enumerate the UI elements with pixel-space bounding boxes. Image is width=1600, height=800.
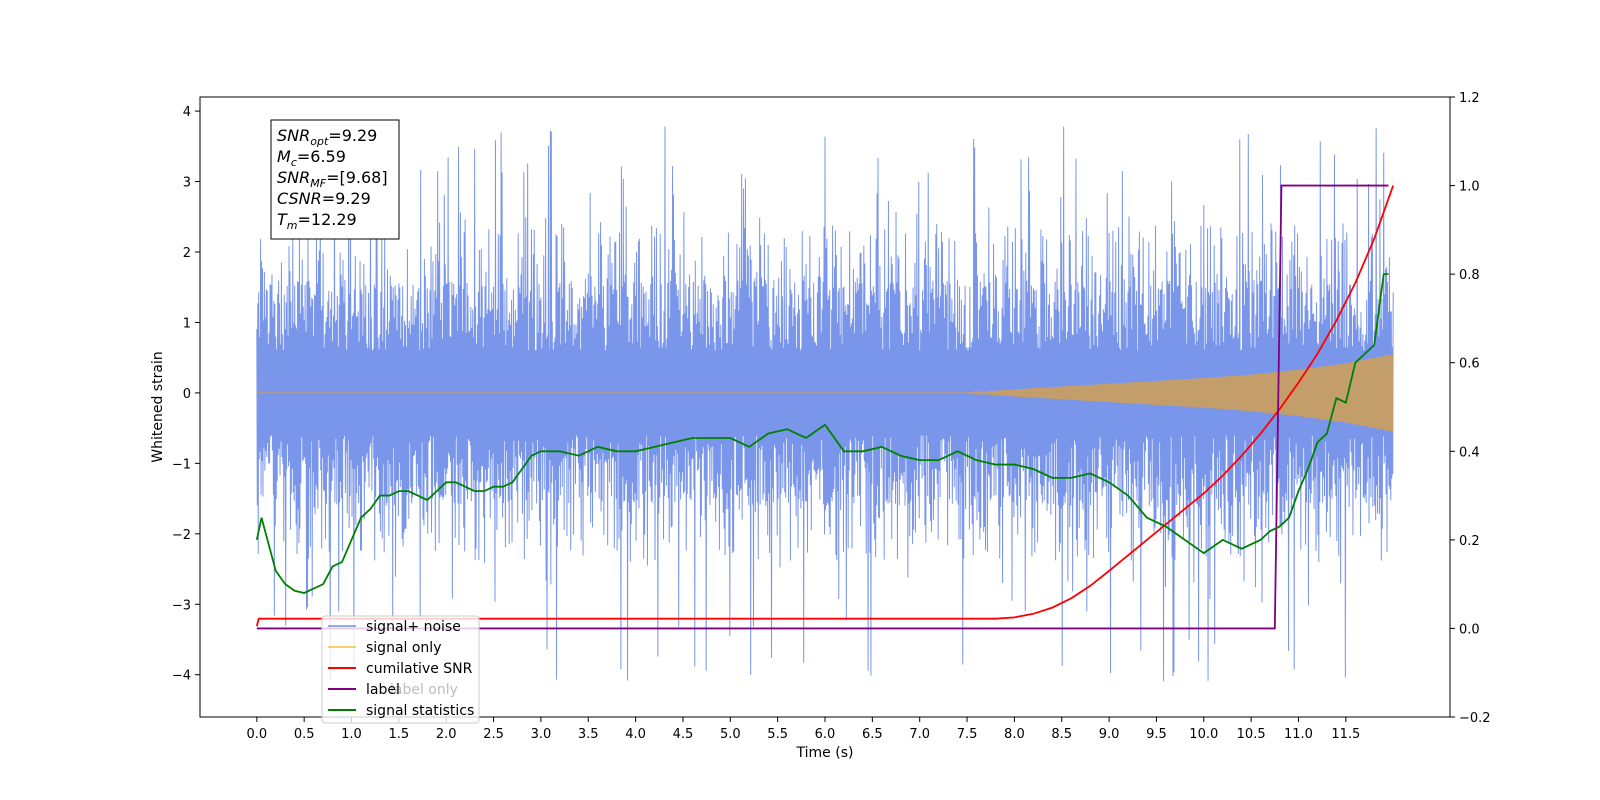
series-cumulative-snr bbox=[255, 185, 1395, 627]
legend-hidden-text: label only bbox=[390, 682, 458, 698]
annotation-line: SNRopt=9.29 bbox=[277, 126, 377, 148]
x-tick-label: 4.0 bbox=[625, 727, 646, 742]
series-signal-only bbox=[256, 354, 1394, 432]
annotation-line: Tm=12.29 bbox=[277, 210, 357, 232]
y-tick-label: −3 bbox=[172, 598, 191, 613]
series-signal-noise bbox=[256, 126, 1394, 682]
y-tick-label: 2 bbox=[183, 246, 191, 261]
x-tick-label: 0.5 bbox=[294, 727, 315, 742]
x-tick-label: 9.0 bbox=[1099, 727, 1120, 742]
x-tick-label: 5.0 bbox=[720, 727, 741, 742]
y-tick-label: −4 bbox=[172, 669, 191, 684]
annotation-frame bbox=[270, 119, 400, 240]
x-tick-label: 4.5 bbox=[673, 727, 694, 742]
y2-tick-label: −0.2 bbox=[1459, 711, 1491, 726]
y2-tick-label: 1.0 bbox=[1459, 180, 1480, 195]
x-tick-label: 3.0 bbox=[531, 727, 552, 742]
legend-label: label bbox=[366, 682, 400, 698]
y2-tick-label: 0.8 bbox=[1459, 268, 1480, 283]
y-tick-label: 3 bbox=[183, 176, 191, 191]
annotation-line: SNRMF=[9.68] bbox=[277, 168, 388, 190]
series-layer bbox=[255, 126, 1395, 682]
y-tick-label: −2 bbox=[172, 528, 191, 543]
x-tick-label: 2.5 bbox=[483, 727, 504, 742]
y2-tick-label: 0.2 bbox=[1459, 534, 1480, 549]
y-axis-left: −4 −3 −2 −1 0 1 2 3 4 bbox=[172, 105, 200, 684]
x-tick-label: 3.5 bbox=[578, 727, 599, 742]
legend-label: cumilative SNR bbox=[366, 661, 473, 677]
x-tick-label: 10.5 bbox=[1237, 727, 1266, 742]
y-axis-right: −0.2 0.0 0.2 0.4 0.6 0.8 1.0 1.2 bbox=[1450, 91, 1491, 726]
y-tick-label: 1 bbox=[183, 316, 191, 331]
x-tick-label: 5.5 bbox=[767, 727, 788, 742]
x-tick-label: 2.0 bbox=[436, 727, 457, 742]
legend-label: signal only bbox=[366, 640, 441, 656]
annotation-line: CSNR=9.29 bbox=[277, 189, 371, 208]
legend-label: signal+ noise bbox=[366, 619, 461, 635]
series-signal-statistics bbox=[255, 273, 1389, 594]
x-axis-label: Time (s) bbox=[796, 745, 854, 761]
x-axis: 0.0 0.5 1.0 1.5 2.0 2.5 3.0 3.5 4.0 4.5 5.0 5.5 6.0 6… bbox=[246, 717, 1360, 742]
x-tick-label: 9.5 bbox=[1146, 727, 1167, 742]
x-tick-label: 6.5 bbox=[862, 727, 883, 742]
x-tick-label: 7.0 bbox=[909, 727, 930, 742]
legend: label only signal+ noise signal only cumila… bbox=[321, 615, 480, 724]
x-tick-label: 11.5 bbox=[1331, 727, 1360, 742]
x-tick-label: 6.0 bbox=[815, 727, 836, 742]
y-tick-label: 4 bbox=[183, 105, 191, 120]
y-axis-label: Whitened strain bbox=[150, 351, 166, 462]
legend-frame bbox=[321, 615, 480, 724]
y-tick-label: 0 bbox=[183, 387, 191, 402]
y2-tick-label: 1.2 bbox=[1459, 91, 1480, 106]
y2-tick-label: 0.6 bbox=[1459, 357, 1480, 372]
annotation-line: Mc=6.59 bbox=[277, 147, 346, 169]
x-tick-label: 10.0 bbox=[1189, 727, 1218, 742]
series-label bbox=[256, 184, 1389, 630]
x-tick-label: 7.5 bbox=[957, 727, 978, 742]
y2-tick-label: 0.4 bbox=[1459, 445, 1480, 460]
x-tick-label: 1.5 bbox=[389, 727, 410, 742]
x-tick-label: 11.0 bbox=[1284, 727, 1313, 742]
x-tick-label: 8.5 bbox=[1051, 727, 1072, 742]
x-tick-label: 0.0 bbox=[246, 727, 267, 742]
legend-label: signal statistics bbox=[366, 703, 474, 719]
y2-tick-label: 0.0 bbox=[1459, 622, 1480, 637]
y-tick-label: −1 bbox=[172, 457, 191, 472]
x-tick-label: 8.0 bbox=[1004, 727, 1025, 742]
x-tick-label: 1.0 bbox=[341, 727, 362, 742]
